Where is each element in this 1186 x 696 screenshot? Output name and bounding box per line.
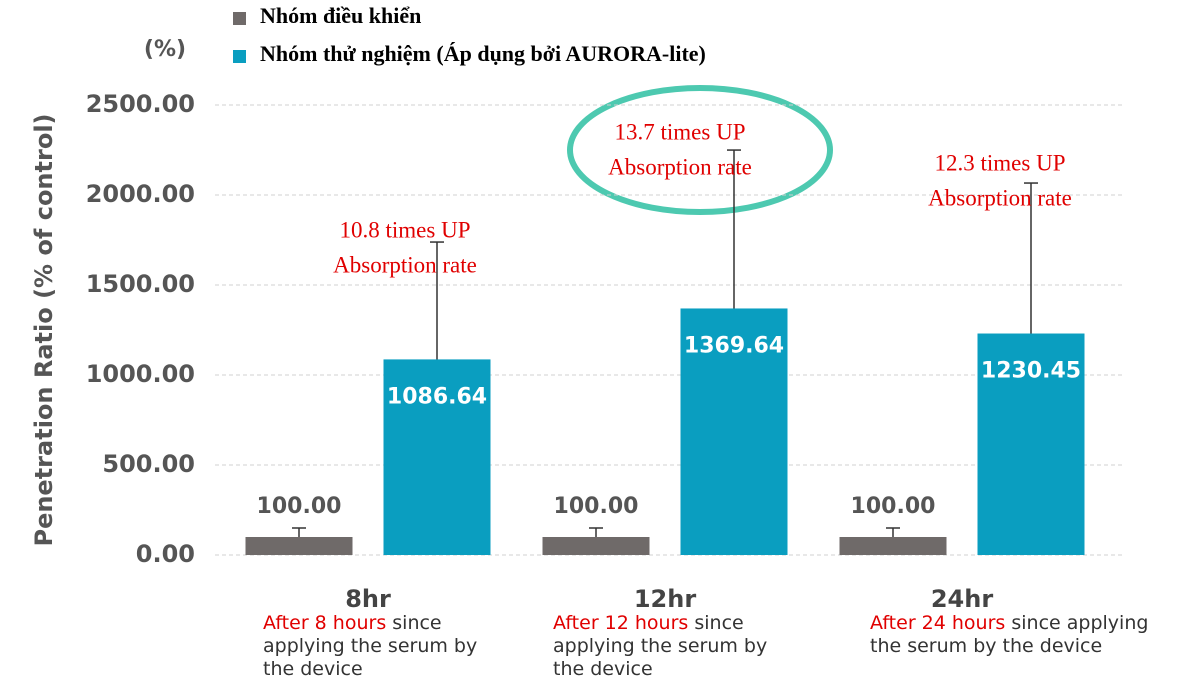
annotation: 12.3 times UP (935, 150, 1066, 175)
legend-swatch (233, 12, 246, 25)
y-tick-label: 2500.00 (86, 90, 195, 118)
y-tick-label: 2000.00 (86, 180, 195, 208)
bar (245, 537, 353, 555)
value-label: 1369.64 (684, 333, 784, 358)
x-tick-label: 8hr (345, 585, 391, 613)
category-note: After 12 hours since applying the serum … (553, 612, 793, 681)
annotation: 10.8 times UP (340, 217, 471, 242)
annotation: Absorption rate (928, 185, 1072, 210)
annotation: Absorption rate (333, 252, 477, 277)
note-highlight: After 12 hours (553, 612, 689, 634)
bar (839, 537, 947, 555)
legend-label: Nhóm thử nghiệm (Áp dụng bởi AURORA-lite… (260, 41, 706, 66)
note-highlight: After 8 hours (263, 612, 387, 634)
x-tick-label: 24hr (931, 585, 993, 613)
highlight-ellipse (567, 85, 833, 215)
note-highlight: After 24 hours (870, 612, 1006, 634)
note-text: since applying the serum by the device (553, 612, 768, 680)
bar (383, 359, 491, 555)
value-label: 100.00 (257, 494, 342, 519)
bar (680, 308, 788, 555)
y-tick-label: 500.00 (102, 450, 195, 478)
y-tick-label: 1000.00 (86, 360, 195, 388)
bar (542, 537, 650, 555)
y-tick-label: 1500.00 (86, 270, 195, 298)
y-unit: (%) (144, 37, 186, 62)
value-label: 100.00 (554, 494, 639, 519)
annotation: Absorption rate (608, 154, 752, 179)
note-text: since applying the serum by the device (263, 612, 478, 680)
x-tick-label: 12hr (634, 585, 696, 613)
note-text: since applying the serum by the device (870, 612, 1149, 657)
bar (977, 333, 1085, 555)
legend-label: Nhóm điều khiển (260, 3, 421, 28)
legend-swatch (233, 50, 246, 63)
value-label: 100.00 (851, 494, 936, 519)
value-label: 1230.45 (981, 359, 1081, 384)
y-tick-label: 0.00 (136, 540, 195, 568)
category-note: After 24 hours since applying the serum … (870, 612, 1170, 658)
value-label: 1086.64 (387, 384, 487, 409)
category-note: After 8 hours since applying the serum b… (263, 612, 493, 681)
y-axis-label: Penetration Ratio (% of control) (30, 113, 58, 546)
annotation: 13.7 times UP (615, 119, 746, 144)
